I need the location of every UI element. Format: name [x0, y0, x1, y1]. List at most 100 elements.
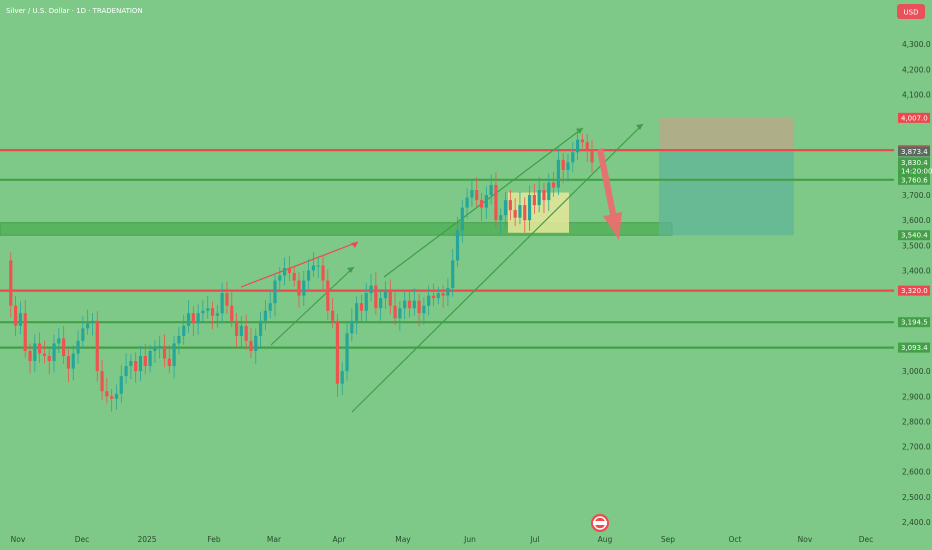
candle-body	[206, 308, 210, 311]
candle-body	[561, 159, 565, 170]
time-tick-label: Sep	[661, 535, 675, 544]
candle-body	[585, 142, 589, 150]
price-tick-label: 2,900.0	[902, 392, 931, 401]
candle-body	[374, 285, 378, 309]
price-tick-label: 3,700.0	[902, 191, 931, 200]
candle-body	[62, 338, 66, 357]
chart-title: Silver / U.S. Dollar · 1D · TRADENATION	[6, 7, 143, 15]
time-tick-label: 2025	[137, 535, 156, 544]
candles	[9, 127, 594, 412]
candle-body	[460, 207, 464, 231]
tradingview-logo-icon	[591, 514, 609, 532]
candle-body	[148, 350, 152, 367]
candle-body	[489, 184, 493, 196]
lower-wedge-line-head	[347, 267, 354, 273]
candle-body	[537, 190, 541, 206]
stop-loss-zone	[659, 117, 794, 152]
candle-body	[292, 273, 296, 281]
candle-body	[532, 195, 536, 206]
candle-body	[340, 371, 344, 384]
candle-body	[383, 290, 388, 299]
time-tick-label: Aug	[598, 535, 613, 544]
candle-body	[479, 200, 484, 208]
price-tick-label: 4,100.0	[902, 90, 931, 99]
currency-label: USD	[904, 9, 919, 17]
candle-body	[100, 371, 104, 392]
candle-body	[355, 303, 359, 321]
candle-body	[369, 285, 373, 294]
lower-channel-line	[351, 123, 644, 413]
drawing-zones	[0, 117, 794, 236]
price-tag-bg	[898, 230, 930, 241]
candle-body	[527, 195, 532, 221]
candle-body	[81, 328, 85, 341]
candle-body	[321, 265, 325, 281]
time-tick-label: Feb	[207, 535, 221, 544]
candle-body	[393, 305, 397, 319]
candle-body	[249, 340, 253, 351]
price-tag-label: 3,540.4	[901, 232, 928, 240]
candle-body	[499, 215, 503, 221]
candle-body	[388, 290, 392, 306]
price-tag-bg	[898, 285, 930, 296]
currency-badge[interactable]: USD	[897, 4, 925, 19]
time-tick-label: Nov	[11, 535, 26, 544]
candle-body	[345, 333, 349, 372]
price-tick-label: 4,300.0	[902, 40, 931, 49]
price-tick-label: 2,700.0	[902, 443, 931, 452]
price-axis[interactable]: 4,300.0 4,200.0 4,100.0 3,700.0 3,600.0 3,500…	[902, 40, 931, 527]
candle-body	[23, 313, 27, 351]
candle-body	[153, 348, 157, 351]
candle-body	[575, 139, 580, 153]
candle-body	[38, 343, 42, 354]
candle-body	[172, 343, 176, 367]
time-tick-label: Jul	[529, 535, 539, 544]
price-tag-label: 3,760.6	[901, 176, 928, 184]
time-tick-label: Apr	[333, 535, 347, 544]
time-axis[interactable]: Nov Dec 2025 Feb Mar Apr May Jun Jul Aug Sep Oct Nov…	[11, 535, 874, 544]
candle-body	[326, 280, 330, 311]
price-tick-label: 2,800.0	[902, 417, 931, 426]
lower-channel-line-head	[636, 124, 643, 130]
price-tag-label: 3,093.4	[901, 344, 928, 352]
price-tag-bg	[898, 342, 930, 353]
candle-body	[335, 320, 340, 384]
candle-body	[580, 139, 584, 143]
candle-body	[331, 310, 335, 321]
candle-body	[364, 293, 368, 311]
candle-body	[177, 335, 181, 344]
candle-body	[302, 280, 306, 296]
rising-resistance-line	[240, 241, 359, 288]
time-tick-label: Jun	[463, 535, 476, 544]
candle-body	[18, 313, 23, 326]
candle-body	[162, 345, 167, 359]
price-tick-label: 3,600.0	[902, 216, 931, 225]
candle-body	[143, 356, 147, 367]
candle-body	[297, 280, 301, 296]
candle-body	[465, 197, 469, 208]
lower-wedge-line	[270, 266, 355, 346]
trend-lines	[240, 123, 644, 413]
candle-body	[76, 340, 80, 354]
candle-body	[359, 303, 364, 311]
candle-body	[14, 305, 18, 326]
candle-body	[119, 376, 123, 394]
candle-body	[110, 396, 114, 399]
candle-body	[105, 391, 109, 397]
candle-body	[90, 320, 95, 324]
candle-body	[436, 293, 440, 299]
candle-body	[566, 162, 570, 170]
candle-body	[503, 200, 508, 216]
candle-body	[542, 190, 546, 201]
candle-body	[307, 270, 311, 281]
down-arrow-shape	[597, 148, 622, 240]
time-tick-label: Dec	[75, 535, 90, 544]
candle-body	[547, 182, 551, 201]
candle-body	[350, 320, 354, 334]
price-tag-bg	[898, 317, 930, 328]
candle-body	[455, 230, 460, 261]
candle-body	[484, 195, 488, 208]
candle-body	[167, 358, 171, 367]
candle-body	[379, 298, 383, 309]
